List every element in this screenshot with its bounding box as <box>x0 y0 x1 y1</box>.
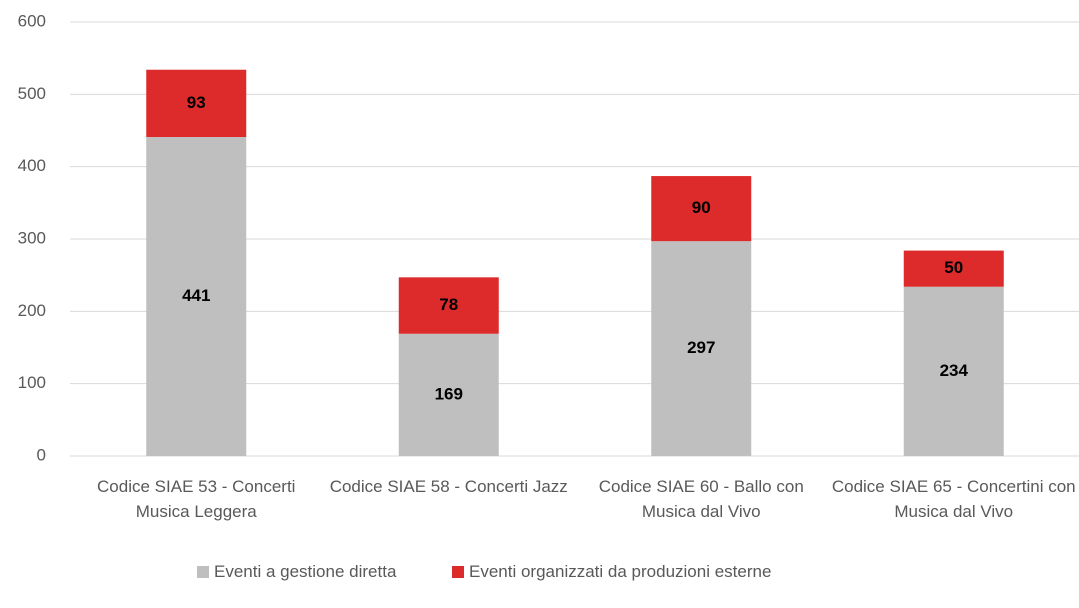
data-label: 93 <box>187 93 206 112</box>
data-label: 90 <box>692 198 711 217</box>
bar-segment <box>651 241 752 456</box>
data-label: 441 <box>182 286 210 305</box>
bar-segment <box>398 333 499 456</box>
legend-item: Eventi a gestione diretta <box>197 562 396 582</box>
y-tick-label: 0 <box>37 445 46 464</box>
bar-segment <box>903 286 1004 456</box>
bar-segment <box>146 137 247 456</box>
bar-segment <box>903 250 1004 287</box>
y-tick-label: 600 <box>18 11 46 30</box>
x-tick-label: Codice SIAE 65 - Concertini con Musica d… <box>831 477 1076 521</box>
legend-label: Eventi a gestione diretta <box>214 562 397 581</box>
y-tick-label: 500 <box>18 84 46 103</box>
legend-item: Eventi organizzati da produzioni esterne <box>452 562 771 582</box>
y-tick-label: 400 <box>18 156 46 175</box>
data-label: 78 <box>439 295 458 314</box>
legend-swatch <box>452 566 464 578</box>
x-tick-label: Codice SIAE 58 - Concerti Jazz <box>329 477 568 496</box>
bar-segment <box>398 277 499 334</box>
x-tick-label: Codice SIAE 60 - Ballo con Musica dal Vi… <box>598 477 804 521</box>
bar-segment <box>651 176 752 242</box>
data-label: 169 <box>435 384 463 403</box>
x-tick-label: Codice SIAE 53 - Concerti Musica Leggera <box>97 477 296 521</box>
legend-swatch <box>197 566 209 578</box>
legend-label: Eventi organizzati da produzioni esterne <box>469 562 772 581</box>
y-tick-label: 100 <box>18 373 46 392</box>
y-tick-label: 200 <box>18 301 46 320</box>
y-tick-label: 300 <box>18 228 46 247</box>
data-label: 234 <box>940 361 969 380</box>
data-label: 50 <box>944 258 963 277</box>
data-label: 297 <box>687 338 715 357</box>
bar-segment <box>146 69 247 138</box>
